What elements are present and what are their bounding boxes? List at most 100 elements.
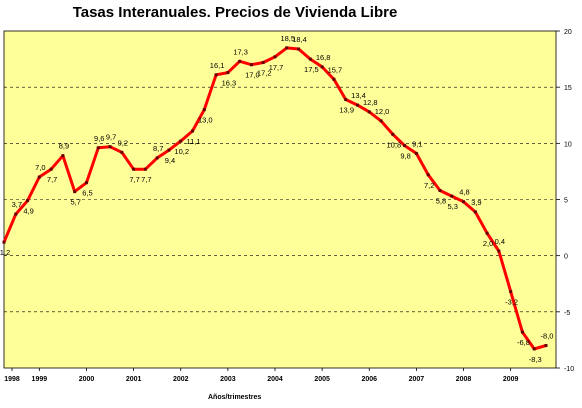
data-label: 10,2 [174, 147, 189, 156]
data-point [509, 290, 513, 294]
data-point [84, 181, 88, 185]
data-point [520, 330, 524, 334]
data-point [532, 347, 536, 351]
x-axis-label: Años/trimestres [208, 394, 262, 401]
data-point [14, 212, 18, 216]
data-label: 3,9 [471, 198, 481, 207]
x-tick-label: 2008 [456, 376, 472, 383]
data-label: -8,0 [541, 332, 554, 341]
data-point [391, 132, 395, 136]
x-tick-label: 2000 [79, 376, 95, 383]
data-label: 8,7 [153, 144, 163, 153]
x-tick-label: 2006 [361, 376, 377, 383]
data-point [226, 71, 230, 75]
x-tick-label: 2004 [267, 376, 283, 383]
data-point [320, 65, 324, 69]
data-label: 16,8 [316, 53, 331, 62]
data-label: 12,0 [375, 107, 390, 116]
data-point [132, 167, 136, 171]
data-point [438, 189, 442, 193]
data-label: 7,7 [47, 175, 57, 184]
data-point [61, 154, 65, 158]
y-tick-label: 20 [564, 29, 572, 36]
data-point [143, 167, 147, 171]
data-label: 17,5 [304, 65, 319, 74]
data-label: 9,2 [118, 138, 128, 147]
y-tick-label: 0 [564, 254, 568, 261]
data-point [96, 146, 100, 150]
y-tick-label: -10 [564, 366, 574, 373]
data-point [426, 173, 430, 177]
data-label: 9,7 [106, 133, 116, 142]
data-label: 16,1 [210, 61, 225, 70]
data-point [497, 249, 501, 253]
data-label: 15,7 [328, 65, 343, 74]
y-tick-label: 5 [564, 198, 568, 205]
data-label: 7,7 [141, 175, 151, 184]
data-label: 7,2 [424, 181, 434, 190]
data-point [308, 57, 312, 61]
data-point [273, 55, 277, 59]
data-point [355, 103, 359, 107]
data-label: 9,4 [165, 156, 175, 165]
data-point [249, 63, 253, 67]
x-tick-label: 1999 [32, 376, 48, 383]
data-label: 17,0 [245, 71, 260, 80]
chart-title: Tasas Interanuales. Precios de Vivienda … [72, 4, 398, 21]
data-label: -6,8 [517, 338, 530, 347]
y-tick-label: -5 [564, 310, 570, 317]
data-point [367, 110, 371, 114]
data-label: 4,9 [23, 207, 33, 216]
data-label: 18,4 [292, 35, 307, 44]
data-label: 13,4 [351, 91, 366, 100]
data-label: 1,2 [0, 248, 10, 257]
x-tick-label: 2009 [503, 376, 519, 383]
data-point [179, 139, 183, 143]
data-point [485, 231, 489, 235]
data-point [167, 148, 171, 152]
data-point [73, 190, 77, 194]
x-tick-label: 2001 [126, 376, 142, 383]
data-point [2, 240, 6, 244]
data-point [238, 59, 242, 63]
data-label: 18,5 [280, 34, 295, 43]
data-point [544, 344, 548, 348]
data-label: 7,0 [35, 163, 45, 172]
data-point [191, 129, 195, 133]
data-point [108, 145, 112, 149]
data-label: 7,7 [129, 175, 139, 184]
y-tick-label: 15 [564, 85, 572, 92]
data-label: 5,8 [436, 197, 446, 206]
data-label: 9,6 [94, 134, 104, 143]
data-point [120, 150, 124, 154]
data-label: 4,8 [459, 188, 469, 197]
y-tick-label: 10 [564, 141, 572, 148]
data-label: 3,7 [12, 200, 22, 209]
data-point [473, 210, 477, 214]
data-label: 16,3 [222, 79, 237, 88]
data-point [403, 144, 407, 148]
data-point [379, 119, 383, 123]
data-point [450, 194, 454, 198]
data-label: 11,1 [186, 137, 200, 146]
data-label: 9,8 [400, 152, 410, 161]
x-tick-label: 2003 [220, 376, 236, 383]
data-label: 8,9 [59, 142, 69, 151]
data-point [214, 73, 218, 77]
data-label: 0,4 [495, 237, 505, 246]
data-point [202, 108, 206, 112]
data-point [297, 47, 301, 51]
data-point [414, 151, 418, 155]
x-tick-label: 2002 [173, 376, 189, 383]
data-point [462, 200, 466, 204]
data-label: 12,8 [363, 98, 378, 107]
data-label: 17,7 [269, 63, 284, 72]
data-label: 17,2 [257, 68, 272, 77]
data-label: 5,3 [448, 202, 458, 211]
data-label: 10,8 [387, 140, 402, 149]
data-point [26, 199, 30, 203]
data-label: 13,9 [339, 106, 354, 115]
data-label: 9,1 [412, 139, 422, 148]
x-tick-label: 2007 [409, 376, 425, 383]
